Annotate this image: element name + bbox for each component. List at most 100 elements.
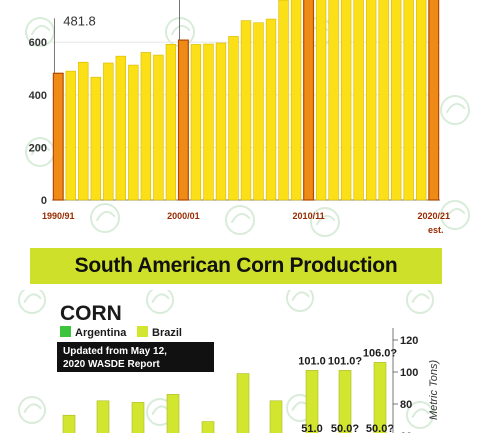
y-axis-label: Metric Tons) (428, 360, 440, 420)
watermark-swoosh (445, 102, 466, 114)
bar-1993/94 (90, 76, 101, 201)
bar-2007/08 (265, 18, 277, 201)
bar-2004/05 (228, 36, 239, 201)
bar-1991/92 (65, 70, 76, 201)
brazil-value-label: 106.0? (363, 347, 398, 359)
brazil-bar (166, 394, 180, 433)
watermark-logo (310, 207, 340, 237)
bar-2003/04 (215, 42, 227, 201)
bar-1996/97 (128, 64, 139, 201)
x-tick-label: 2010/11 (293, 211, 325, 221)
watermark-swoosh (445, 207, 466, 219)
watermark-globe (18, 290, 46, 314)
brazil-bar (269, 400, 283, 433)
brazil-bar (373, 362, 387, 433)
y-tick-labels: 0 200 400 600 (29, 37, 47, 207)
update-note-line1: Updated from May 12, (63, 346, 167, 357)
brazil-bar (305, 370, 319, 433)
legend: Argentina Brazil (60, 326, 182, 339)
annotations-layer: 481.8591.5 (53, 0, 180, 74)
bar-2020/21 (428, 0, 440, 201)
annotation-label: 481.8 (63, 13, 96, 28)
watermark-globe (310, 207, 340, 237)
bar-2000/01 (177, 39, 189, 201)
bar-1995/96 (115, 55, 127, 201)
watermark-globe (286, 290, 314, 312)
watermark-swoosh (30, 144, 51, 156)
watermark-globe (406, 290, 434, 314)
bar-2008/09 (278, 0, 289, 201)
argentina-value-label: 50.0? (366, 423, 394, 433)
watermark-logo (406, 290, 434, 314)
watermark-swoosh (315, 214, 336, 226)
brazil-value-label: 101.0 (298, 355, 326, 367)
legend-label-argentina: Argentina (75, 327, 127, 339)
watermark-swoosh (23, 403, 42, 414)
bar-2006/07 (253, 22, 264, 201)
update-note: Updated from May 12, 2020 WASDE Report (57, 342, 214, 372)
watermark-logo (286, 290, 314, 312)
brazil-bar (96, 400, 110, 433)
bar-2018/19 (403, 0, 414, 201)
watermark-logo (225, 205, 255, 235)
watermark-swoosh (291, 291, 310, 302)
watermark-logo (440, 95, 470, 125)
watermark-logo (18, 290, 46, 314)
watermark-globe (440, 200, 470, 230)
y-tick-label: 120 (400, 335, 418, 347)
bar-2013/14 (340, 0, 352, 201)
brazil-bar (201, 421, 215, 433)
watermark-logo (18, 396, 46, 424)
x-tick-labels: 1990/91 2000/01 2010/11 2020/21 est. (42, 211, 450, 235)
bar-1997/98 (140, 52, 152, 201)
y-tick-label: 100 (400, 367, 418, 379)
x-tick-label: 1990/91 (42, 211, 75, 221)
brazil-value-label: 101.0? (328, 355, 363, 367)
x-tick-label: 2020/21 (417, 211, 450, 221)
bar-2011/12 (315, 0, 327, 201)
watermark-swoosh (170, 24, 191, 36)
argentina-value-label: 51.0 (301, 423, 322, 433)
update-note-box (57, 342, 214, 372)
y-tick-label: 80 (400, 399, 412, 411)
watermark-globe (18, 396, 46, 424)
south-american-corn-chart: 101.0 101.0?106.0? 51.0 50.0? 50.0? CORN Arg… (18, 290, 440, 433)
watermark-swoosh (30, 24, 51, 36)
world-production-chart: 0 200 400 600 1990/91 2000/01 2010/11 2020/21 e… (25, 0, 470, 237)
y-tick-label: 0 (41, 195, 47, 207)
bar-2015/16 (365, 0, 377, 201)
watermark-logo (406, 401, 434, 429)
value-labels-layer: 101.0 101.0?106.0? 51.0 50.0? 50.0? (298, 347, 397, 433)
bars-layer (62, 362, 387, 433)
chart-title-banner: South American Corn Production (30, 248, 442, 284)
x-tick-label: 2000/01 (167, 211, 200, 221)
bar-2017/18 (391, 0, 402, 201)
chart-title: South American Corn Production (74, 254, 398, 277)
bar-2010/11 (303, 0, 315, 201)
bar-1999/00 (165, 43, 177, 201)
bar-2002/03 (203, 43, 214, 201)
bar-2019/20 (416, 0, 427, 201)
y-tick-label: 60 (400, 431, 412, 433)
watermark-globe (440, 95, 470, 125)
bar-2005/06 (240, 20, 252, 201)
y-axis: 60 80 100 120 (392, 328, 418, 433)
watermark-logo (146, 290, 174, 314)
watermark-swoosh (411, 293, 430, 304)
brazil-bar (131, 402, 145, 433)
watermark-globe (90, 203, 120, 233)
brazil-bar (338, 370, 352, 433)
watermark-swoosh (151, 405, 170, 416)
watermark-globe (406, 401, 434, 429)
est-label: est. (428, 225, 444, 235)
bar-2009/10 (290, 0, 302, 201)
watermark-swoosh (151, 293, 170, 304)
bar-2014/15 (353, 0, 364, 201)
bar-1992/93 (78, 61, 89, 201)
bar-2012/13 (328, 0, 339, 201)
watermark-logo (440, 200, 470, 230)
brazil-bar (62, 414, 76, 433)
bar-1990/91 (52, 72, 64, 201)
y-tick-label: 200 (29, 142, 47, 154)
watermark-globe (225, 205, 255, 235)
